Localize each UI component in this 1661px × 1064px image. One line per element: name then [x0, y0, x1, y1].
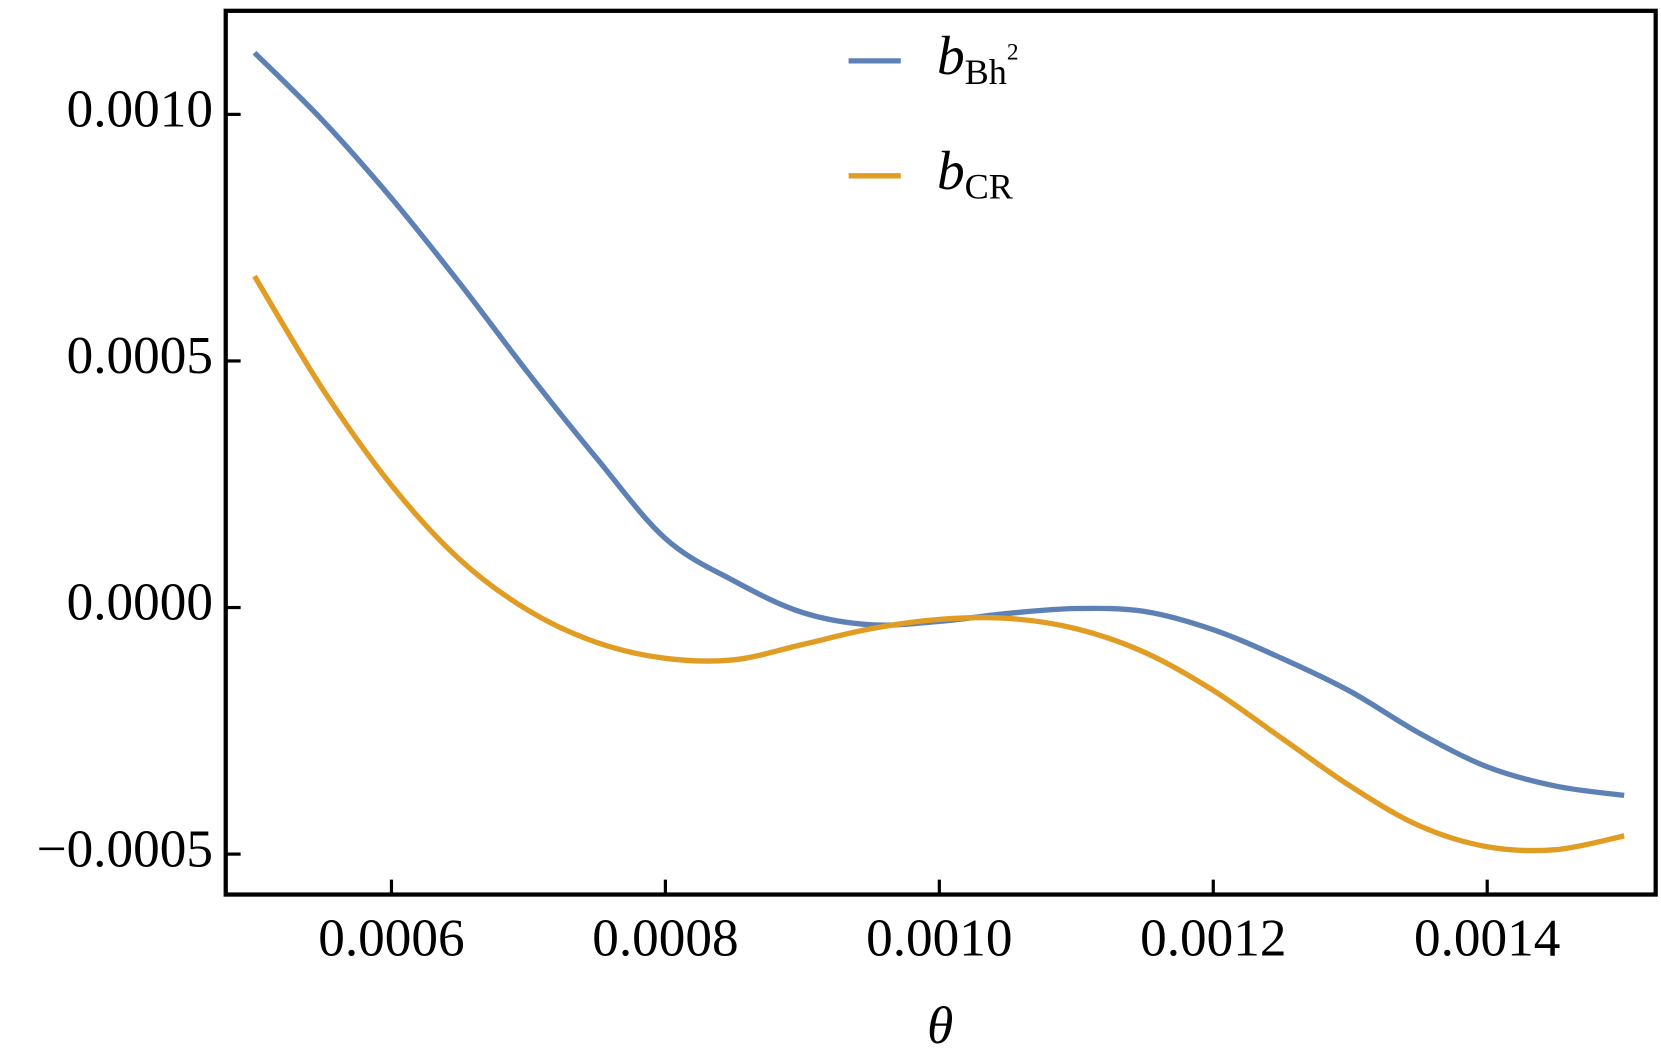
y-tick-label: 0.0010	[67, 80, 213, 139]
y-tick-label: 0.0000	[67, 573, 213, 632]
x-axis-label: θ	[927, 996, 953, 1055]
x-tick-label: 0.0008	[592, 909, 738, 968]
x-tick-label: 0.0012	[1140, 909, 1286, 968]
legend-name: b	[937, 25, 965, 86]
y-tick-label: 0.0005	[67, 326, 213, 385]
legend-subscript: Bh	[965, 52, 1007, 92]
series-line	[252, 274, 1625, 854]
x-tick-label: 0.0006	[318, 909, 464, 968]
legend-subscript: CR	[965, 167, 1014, 207]
legend-name: b	[937, 140, 965, 201]
y-tick-label: −0.0005	[37, 819, 213, 878]
legend-label: bBh2	[937, 25, 1019, 93]
x-tick-label: 0.0010	[866, 909, 1012, 968]
legend-superscript: 2	[1007, 40, 1019, 66]
legend-label: bCR	[937, 140, 1014, 208]
x-tick-label: 0.0014	[1414, 909, 1560, 968]
